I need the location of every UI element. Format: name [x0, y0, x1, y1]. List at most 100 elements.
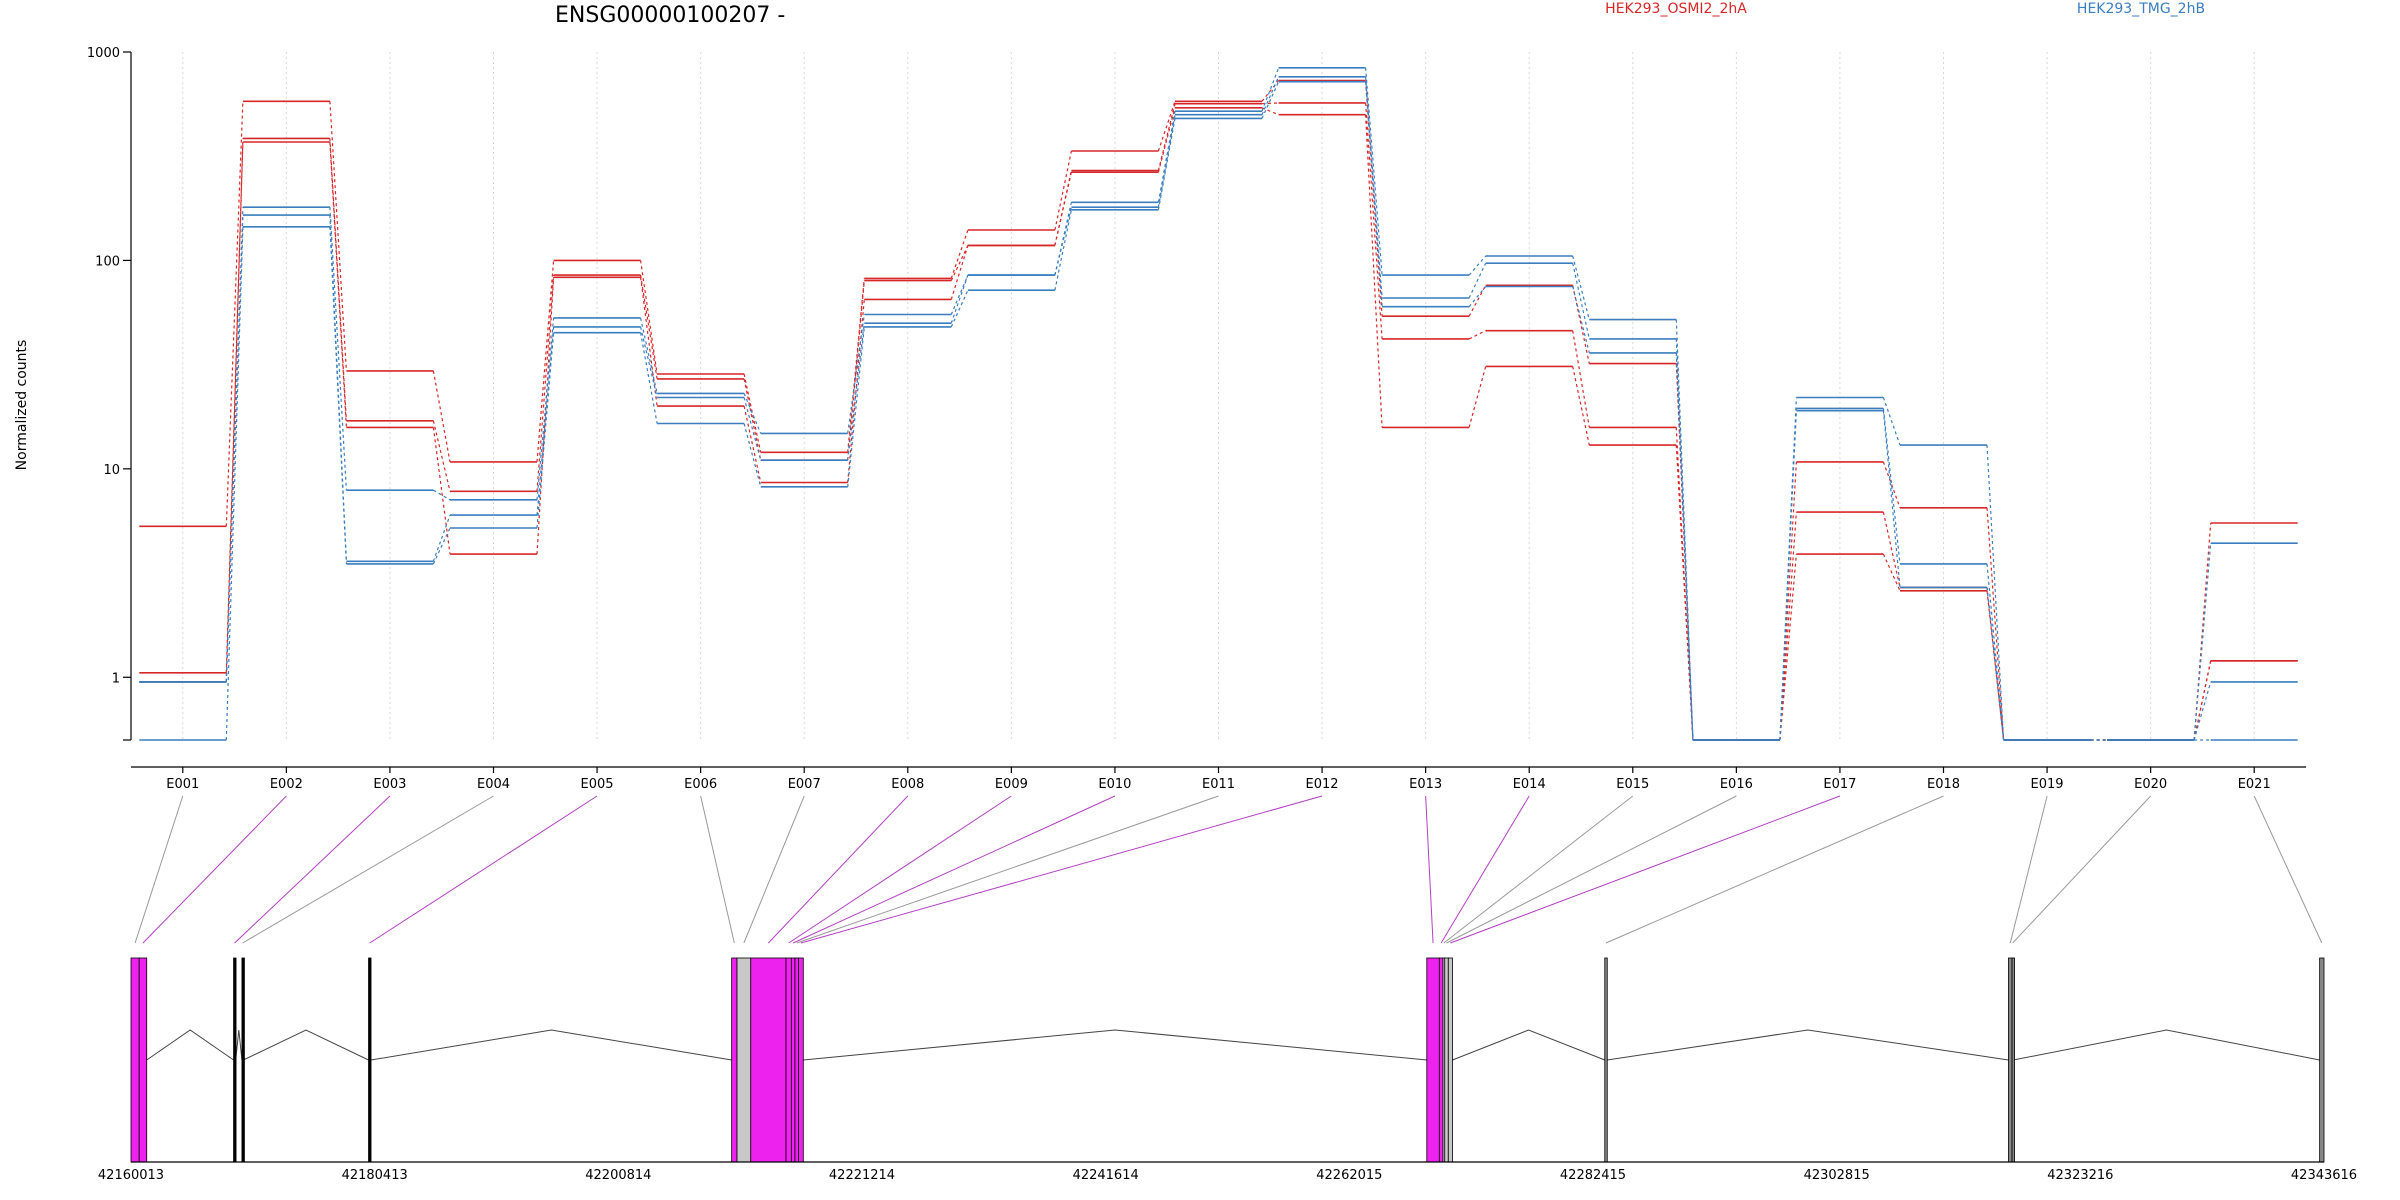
exon-box	[130, 957, 140, 1163]
series-connector	[225, 80, 2212, 741]
exon-box	[790, 957, 796, 1163]
exon-connector	[134, 795, 184, 944]
genomic-tick-label: 42160013	[98, 1168, 164, 1183]
series-connector	[225, 107, 2212, 741]
x-tick-label: E013	[1409, 777, 1442, 792]
x-tick-label: E021	[2238, 777, 2271, 792]
intron-line	[235, 1029, 243, 1061]
exon-connector	[796, 795, 1219, 944]
exon-connector	[1425, 795, 1434, 944]
x-tick-label: E014	[1513, 777, 1546, 792]
x-tick-label: E008	[891, 777, 924, 792]
intron-line	[1452, 1029, 1605, 1061]
y-tick-label: 1000	[87, 46, 120, 61]
x-tick-label: E016	[1720, 777, 1753, 792]
x-tick-label: E015	[1616, 777, 1649, 792]
exon-box	[798, 957, 804, 1163]
genomic-tick-label: 42200814	[585, 1168, 651, 1183]
exon-box	[2008, 957, 2013, 1163]
exon-connector	[369, 795, 598, 944]
exon-tick-labels: E001 E002 E003 E004 E005 E006 E007 E008 E009 E010…	[166, 767, 2271, 792]
exon-connector	[700, 795, 735, 944]
exon-connector	[242, 795, 494, 944]
x-tick-label: E001	[166, 777, 199, 792]
series-line	[139, 80, 2298, 741]
intron-line	[370, 1029, 732, 1061]
exon-connector	[234, 795, 391, 944]
intron-line	[243, 1029, 369, 1061]
exon-box	[2011, 957, 2015, 1163]
x-tick-label: E010	[1098, 777, 1131, 792]
exon-connector	[2253, 795, 2323, 944]
x-tick-label: E012	[1306, 777, 1339, 792]
legend-label: HEK293_OSMI2_2hA	[1605, 1, 1747, 17]
genomic-axis: 42160013 42180413 42200814 42221214 42241614…	[98, 1161, 2357, 1183]
intron-line	[146, 1029, 234, 1061]
exon-connector	[1446, 795, 1737, 944]
genomic-tick-label: 42180413	[342, 1168, 408, 1183]
gene-model	[130, 957, 2325, 1163]
exon-box	[1447, 957, 1453, 1163]
exon-connectors	[134, 795, 2323, 944]
series-connector	[225, 76, 2212, 741]
legend: HEK293_OSMI2_2hA HEK293_TMG_2hB	[1605, 1, 2205, 17]
y-tick-label: 10	[103, 463, 120, 478]
exon-connector	[2009, 795, 2048, 944]
chart-title: ENSG00000100207 -	[555, 3, 785, 28]
exon-box	[368, 957, 372, 1163]
intron-line	[2013, 1029, 2320, 1061]
exon-connector	[1450, 795, 1841, 944]
genomic-tick-label: 42302815	[1804, 1168, 1870, 1183]
exon-box	[138, 957, 148, 1163]
exon-connector	[743, 795, 805, 944]
x-tick-label: E017	[1823, 777, 1856, 792]
exon-box	[1426, 957, 1440, 1163]
x-tick-label: E020	[2134, 777, 2167, 792]
exon-connector	[1443, 795, 1634, 944]
y-tick-label: 1	[112, 671, 120, 686]
y-tick-label: 100	[95, 254, 120, 269]
exon-box	[1604, 957, 1608, 1163]
x-tick-label: E018	[1927, 777, 1960, 792]
grid-lines	[182, 52, 2255, 740]
genomic-tick-label: 42221214	[829, 1168, 895, 1183]
exon-box	[731, 957, 738, 1163]
y-axis-label: Normalized counts	[14, 340, 30, 471]
genomic-tick-label: 42241614	[1073, 1168, 1139, 1183]
x-tick-label: E005	[581, 777, 614, 792]
exon-box	[1438, 957, 1444, 1163]
genomic-tick-label: 42343616	[2291, 1168, 2357, 1183]
exon-box	[785, 957, 792, 1163]
legend-label: HEK293_TMG_2hB	[2077, 1, 2205, 17]
x-tick-label: E007	[788, 777, 821, 792]
x-tick-label: E002	[270, 777, 303, 792]
genomic-tick-label: 42282415	[1560, 1168, 1626, 1183]
exon-box	[233, 957, 237, 1163]
intron-line	[1607, 1029, 2009, 1061]
exon-box	[1444, 957, 1449, 1163]
exon-connector	[800, 795, 1323, 944]
exon-connector	[142, 795, 287, 944]
series-line	[139, 79, 2298, 741]
x-tick-label: E003	[373, 777, 406, 792]
exon-box	[750, 957, 787, 1163]
series-connector	[225, 81, 2211, 741]
exon-connector	[1605, 795, 1944, 944]
exon-connector	[1440, 795, 1530, 944]
genomic-tick-label: 42323216	[2047, 1168, 2113, 1183]
exon-box	[2319, 957, 2325, 1163]
x-tick-label: E011	[1202, 777, 1235, 792]
x-tick-label: E004	[477, 777, 510, 792]
x-tick-label: E019	[2031, 777, 2064, 792]
genomic-tick-label: 42262015	[1316, 1168, 1382, 1183]
series-lines	[139, 67, 2298, 741]
exon-box	[241, 957, 245, 1163]
axes: 1 10 100 1000	[87, 46, 2306, 768]
x-tick-label: E006	[684, 777, 717, 792]
exon-box	[794, 957, 799, 1163]
exon-box	[736, 957, 752, 1163]
exon-connector	[788, 795, 1012, 944]
exon-connector	[792, 795, 1116, 944]
exon-connector	[768, 795, 909, 944]
